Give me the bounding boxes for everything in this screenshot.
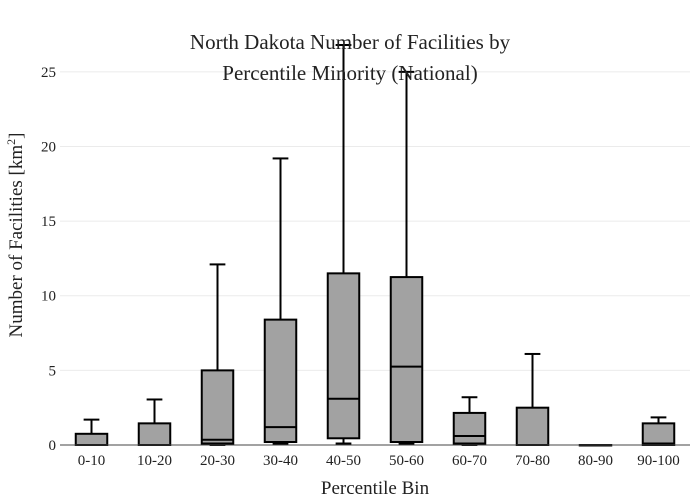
box-60-70 [452,396,487,446]
x-tick-label: 60-70 [452,453,487,469]
x-tick-label: 10-20 [137,453,172,469]
y-axis-title-superscript: 2 [4,139,18,145]
box-iqr [452,411,487,445]
box-iqr [137,422,172,447]
y-tick-label: 5 [49,363,57,379]
y-tick-label: 25 [41,65,56,81]
x-tick-label: 40-50 [326,453,361,469]
box-series [74,44,676,447]
box-10-20 [137,398,172,447]
box-iqr [200,369,235,445]
box-iqr [74,432,109,446]
y-tick-label: 15 [41,214,56,230]
box-90-100 [641,416,676,447]
x-tick-label: 20-30 [200,453,235,469]
x-tick-label: 30-40 [263,453,298,469]
x-tick-label: 0-10 [78,453,106,469]
box-0-10 [74,418,109,446]
chart-title-line-1: North Dakota Number of Facilities by [190,30,511,54]
box-70-80 [515,352,550,446]
y-axis-title-main: Number of Facilities [km [6,145,27,338]
box-50-60 [389,70,424,445]
box-iqr [641,422,676,447]
x-axis-ticks: 0-10 10-20 20-30 30-40 40-50 50-60 60-70 70-80 8… [78,453,680,469]
box-iqr [389,276,424,444]
box-30-40 [263,157,298,445]
box-iqr [326,272,361,440]
box-20-30 [200,263,235,446]
y-axis-title-end: ] [6,133,27,139]
x-tick-label: 50-60 [389,453,424,469]
box-40-50 [326,44,361,445]
y-axis-title: Number of Facilities [km2] [4,133,27,338]
x-tick-label: 70-80 [515,453,550,469]
y-axis-ticks: 0 5 10 15 20 25 [41,65,56,454]
x-tick-label: 80-90 [578,453,613,469]
y-tick-label: 0 [49,438,57,454]
box-iqr [515,406,550,446]
x-axis-title: Percentile Bin [321,478,430,499]
x-tick-label: 90-100 [637,453,680,469]
y-tick-label: 10 [41,289,56,305]
box-iqr [263,318,298,444]
gridlines [60,71,690,371]
y-tick-label: 20 [41,139,56,155]
chart-title-line-2: Percentile Minority (National) [222,61,477,85]
